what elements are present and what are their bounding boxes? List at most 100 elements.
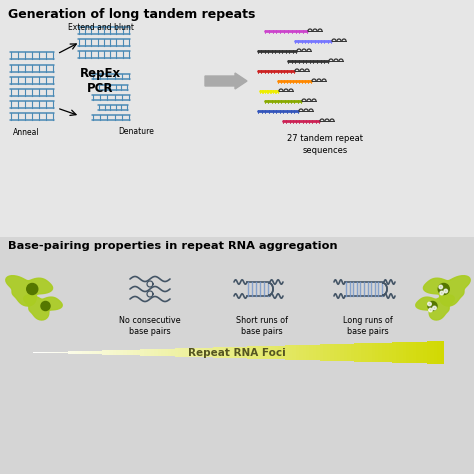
Bar <box>406 342 410 363</box>
Bar <box>413 342 416 363</box>
Circle shape <box>27 283 38 294</box>
Bar <box>402 342 406 363</box>
Bar <box>44 352 47 353</box>
Bar <box>302 345 306 360</box>
Bar <box>430 341 434 364</box>
Bar <box>323 344 327 361</box>
Circle shape <box>444 289 447 293</box>
Bar <box>68 351 72 354</box>
Bar <box>172 348 175 356</box>
Bar <box>0 0 474 237</box>
Bar <box>340 344 344 361</box>
Bar <box>234 347 237 358</box>
Bar <box>268 346 272 359</box>
Circle shape <box>433 306 436 310</box>
Bar <box>113 350 116 355</box>
Bar <box>272 346 275 359</box>
Bar <box>292 345 296 360</box>
Bar <box>313 345 316 360</box>
Bar <box>427 341 430 364</box>
Bar <box>434 341 437 364</box>
Bar <box>216 347 220 358</box>
Bar <box>416 342 420 363</box>
Bar <box>275 346 278 359</box>
Bar <box>64 352 68 354</box>
Bar <box>92 351 96 354</box>
Bar <box>147 349 151 356</box>
Bar <box>254 346 258 359</box>
Text: Base-pairing properties in repeat RNA aggregation: Base-pairing properties in repeat RNA ag… <box>8 241 337 251</box>
Bar <box>151 349 154 356</box>
Text: 27 tandem repeat
sequences: 27 tandem repeat sequences <box>287 134 363 155</box>
Text: Long runs of
base pairs: Long runs of base pairs <box>343 316 393 336</box>
Text: Denature: Denature <box>118 127 154 136</box>
Bar <box>365 343 368 362</box>
Text: No consecutive
base pairs: No consecutive base pairs <box>119 316 181 336</box>
Bar <box>182 348 185 357</box>
Bar <box>154 349 158 356</box>
FancyArrow shape <box>205 73 247 89</box>
Bar <box>220 347 223 358</box>
Bar <box>361 343 365 362</box>
Polygon shape <box>416 295 454 320</box>
Bar <box>375 343 378 362</box>
Bar <box>120 350 123 355</box>
Bar <box>337 344 340 361</box>
Bar <box>127 350 130 355</box>
Bar <box>58 352 61 353</box>
Bar <box>51 352 54 353</box>
Bar <box>344 344 347 361</box>
Bar <box>372 343 375 362</box>
Bar <box>185 348 189 357</box>
Bar <box>440 341 444 364</box>
Text: Short runs of
base pairs: Short runs of base pairs <box>236 316 288 336</box>
Circle shape <box>428 308 432 312</box>
Bar <box>420 342 423 364</box>
Bar <box>354 344 358 362</box>
Bar <box>358 343 361 362</box>
Bar <box>264 346 268 359</box>
Bar <box>158 349 161 356</box>
Bar <box>289 346 292 360</box>
Bar <box>202 348 206 357</box>
Bar <box>285 346 289 360</box>
Bar <box>244 346 247 358</box>
Bar <box>89 351 92 354</box>
Bar <box>54 352 58 353</box>
Bar <box>320 345 323 361</box>
Bar <box>109 350 113 355</box>
Bar <box>310 345 313 360</box>
Bar <box>192 348 196 357</box>
Text: Generation of long tandem repeats: Generation of long tandem repeats <box>8 8 255 21</box>
Bar <box>0 237 474 474</box>
Bar <box>161 349 164 356</box>
Bar <box>96 351 99 355</box>
Bar <box>75 351 78 354</box>
Bar <box>410 342 413 363</box>
Bar <box>206 347 210 357</box>
Bar <box>330 344 334 361</box>
Bar <box>189 348 192 357</box>
Bar <box>316 345 320 360</box>
Polygon shape <box>423 276 470 306</box>
Text: RepEx
PCR: RepEx PCR <box>80 67 120 95</box>
Bar <box>389 343 392 363</box>
Bar <box>437 341 440 364</box>
Bar <box>382 343 385 362</box>
Bar <box>306 345 310 360</box>
Polygon shape <box>24 295 62 320</box>
Bar <box>47 352 51 353</box>
Bar <box>106 350 109 355</box>
Bar <box>85 351 89 354</box>
Bar <box>396 342 399 363</box>
Bar <box>240 346 244 358</box>
Text: Anneal: Anneal <box>13 128 40 137</box>
Bar <box>247 346 251 358</box>
Circle shape <box>439 285 443 289</box>
Bar <box>144 349 147 356</box>
Text: Extend and blunt: Extend and blunt <box>68 22 134 31</box>
Bar <box>230 347 234 358</box>
Circle shape <box>440 291 444 295</box>
Bar <box>72 351 75 354</box>
Bar <box>40 352 44 353</box>
